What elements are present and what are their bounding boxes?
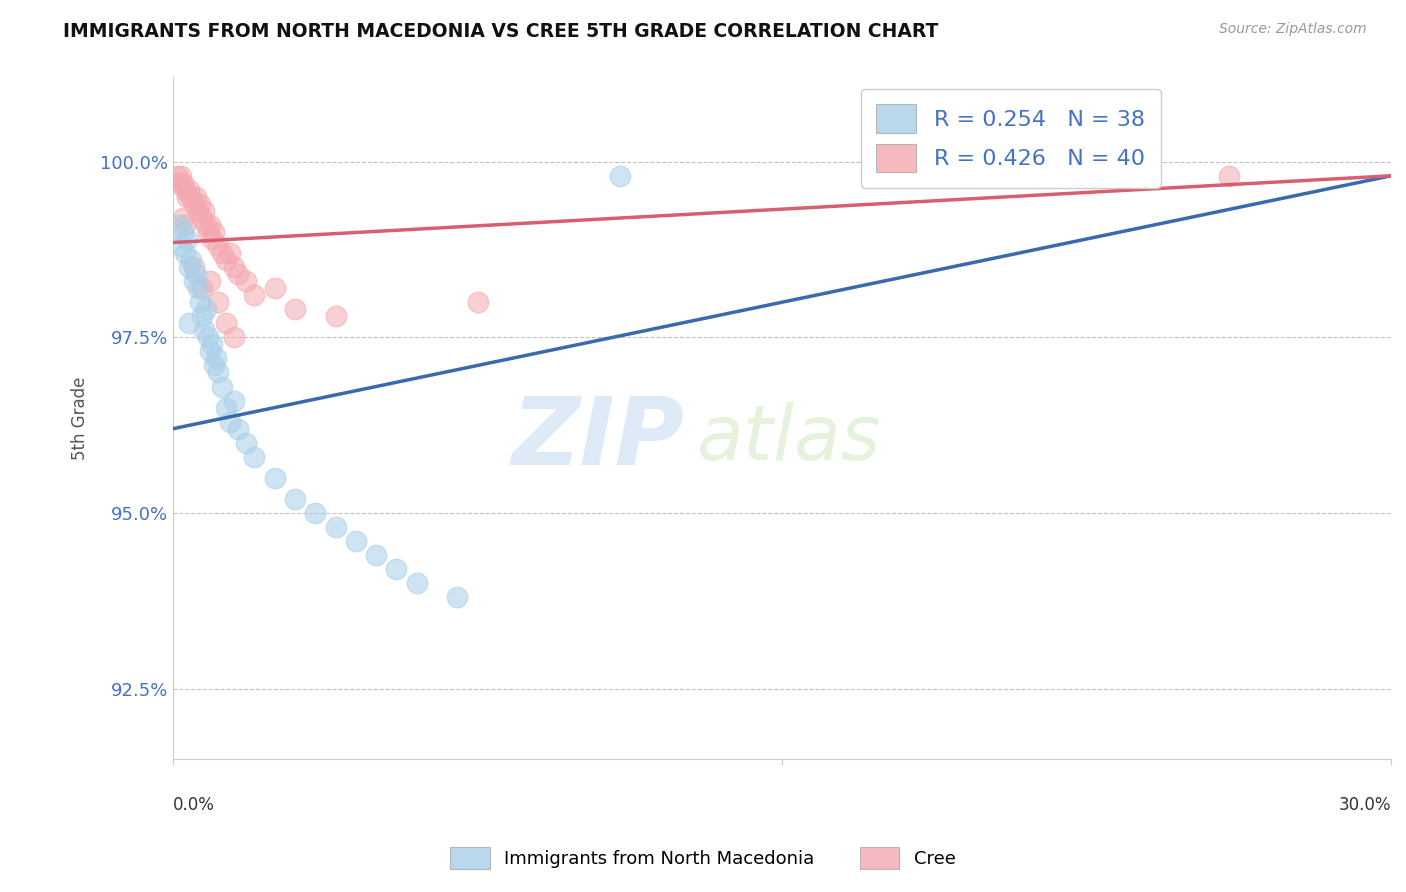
Point (170, 239, 193, 253)
Point (284, 302, 307, 317)
Point (211, 246, 233, 260)
Text: IMMIGRANTS FROM NORTH MACEDONIA VS CREE 5TH GRADE CORRELATION CHART: IMMIGRANTS FROM NORTH MACEDONIA VS CREE … (63, 22, 939, 41)
Point (226, 422, 249, 436)
Point (197, 225, 219, 239)
Point (188, 295, 211, 310)
Point (174, 246, 197, 260)
Point (207, 239, 229, 253)
Point (304, 506, 326, 520)
Text: atlas: atlas (697, 401, 882, 475)
Text: 30.0%: 30.0% (1339, 797, 1391, 814)
Point (183, 197, 205, 211)
Point (172, 211, 194, 225)
Point (183, 274, 205, 288)
Text: ZIP: ZIP (512, 392, 685, 484)
Point (325, 310, 347, 324)
Point (201, 337, 224, 351)
Point (176, 190, 198, 204)
Point (207, 295, 229, 310)
Point (446, 591, 468, 605)
Point (609, 169, 631, 183)
Point (201, 232, 224, 246)
Legend: Immigrants from North Macedonia, Cree: Immigrants from North Macedonia, Cree (441, 838, 965, 879)
Text: 0.0%: 0.0% (173, 797, 215, 814)
Point (198, 344, 221, 359)
Point (193, 203, 215, 218)
Point (184, 267, 207, 281)
Legend: R = 0.254   N = 38, R = 0.426   N = 40: R = 0.254 N = 38, R = 0.426 N = 40 (860, 88, 1161, 188)
Point (224, 393, 246, 408)
Point (226, 267, 249, 281)
Point (172, 176, 194, 190)
Point (174, 218, 197, 232)
Point (180, 253, 202, 268)
Point (219, 415, 242, 429)
Text: Source: ZipAtlas.com: Source: ZipAtlas.com (1219, 22, 1367, 37)
Point (243, 450, 266, 464)
Point (202, 359, 225, 373)
Point (205, 351, 228, 366)
Point (215, 401, 238, 415)
Point (194, 218, 217, 232)
Point (183, 260, 205, 274)
Point (263, 471, 285, 485)
Point (235, 435, 257, 450)
Point (174, 183, 197, 197)
Point (193, 323, 215, 337)
Point (263, 281, 285, 295)
Point (179, 316, 201, 330)
Point (215, 316, 238, 330)
Point (172, 225, 194, 239)
Point (187, 281, 209, 295)
Point (197, 330, 219, 344)
Point (325, 520, 347, 534)
Point (224, 260, 246, 274)
Point (344, 534, 367, 549)
Point (385, 562, 408, 576)
Y-axis label: 5th Grade: 5th Grade (72, 376, 89, 459)
Point (405, 576, 427, 591)
Point (215, 253, 238, 268)
Point (190, 211, 212, 225)
Point (1218, 169, 1240, 183)
Point (169, 176, 191, 190)
Point (207, 366, 229, 380)
Point (179, 183, 201, 197)
Point (198, 274, 221, 288)
Point (184, 190, 207, 204)
Point (180, 190, 202, 204)
Point (198, 218, 221, 232)
Point (202, 225, 225, 239)
Point (179, 260, 201, 274)
Point (211, 379, 233, 393)
Point (187, 203, 209, 218)
Point (235, 274, 257, 288)
Point (366, 548, 388, 562)
Point (188, 197, 211, 211)
Point (190, 310, 212, 324)
Point (243, 288, 266, 302)
Point (169, 218, 191, 232)
Point (190, 281, 212, 295)
Point (467, 295, 489, 310)
Point (176, 232, 198, 246)
Point (224, 330, 246, 344)
Point (219, 246, 242, 260)
Point (170, 169, 193, 183)
Point (166, 169, 188, 183)
Point (284, 491, 307, 506)
Point (194, 302, 217, 317)
